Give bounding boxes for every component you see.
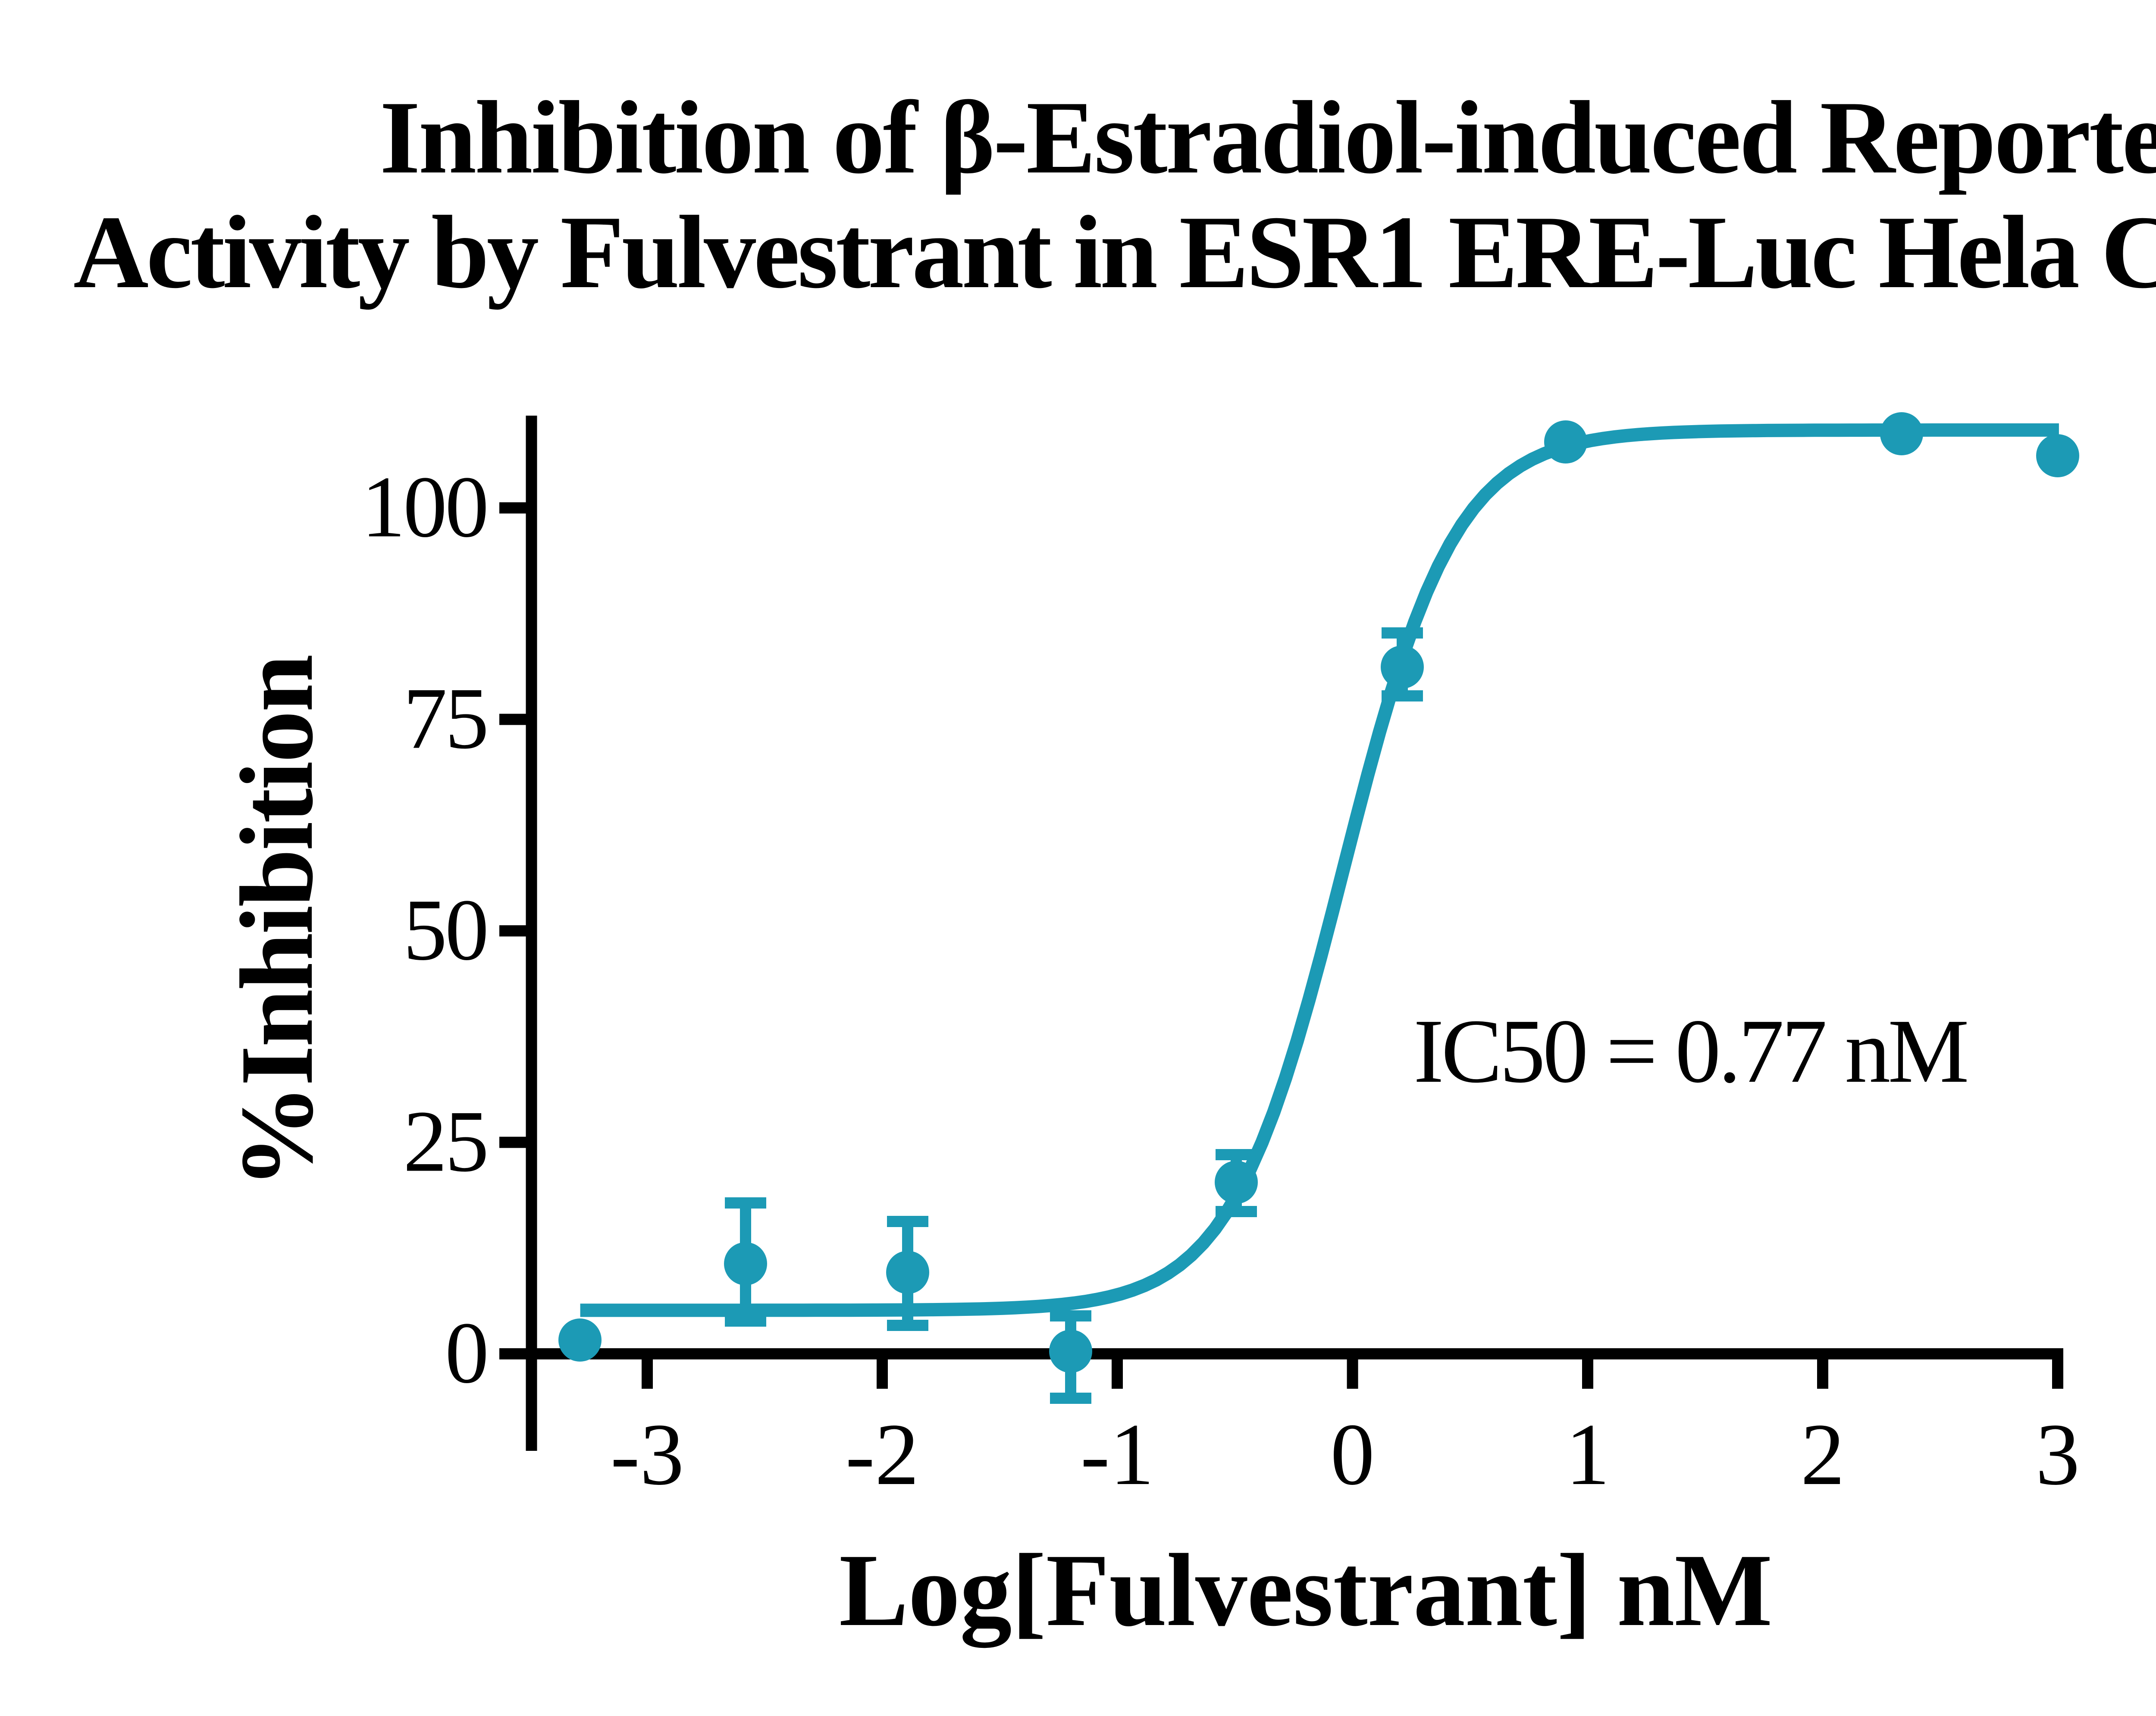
svg-text:Log[Fulvestrant] nM: Log[Fulvestrant] nM bbox=[839, 1533, 1772, 1648]
svg-text:100: 100 bbox=[361, 458, 487, 556]
svg-text:50: 50 bbox=[403, 881, 487, 979]
svg-text:3: 3 bbox=[2036, 1406, 2080, 1503]
svg-text:1: 1 bbox=[1566, 1406, 1610, 1503]
svg-text:-3: -3 bbox=[611, 1406, 684, 1503]
svg-text:2: 2 bbox=[1801, 1406, 1845, 1503]
svg-text:-2: -2 bbox=[846, 1406, 919, 1503]
svg-text:IC50 = 0.77 nM: IC50 = 0.77 nM bbox=[1413, 1000, 1967, 1102]
svg-text:%Inhibition: %Inhibition bbox=[219, 656, 335, 1189]
svg-text:-1: -1 bbox=[1081, 1406, 1154, 1503]
svg-text:0: 0 bbox=[1330, 1406, 1375, 1503]
svg-text:25: 25 bbox=[403, 1093, 487, 1190]
svg-text:75: 75 bbox=[403, 670, 487, 767]
svg-text:Activity by Fulvestrant in ESR: Activity by Fulvestrant in ESR1 ERE-Luc … bbox=[73, 178, 2156, 310]
svg-text:0: 0 bbox=[445, 1304, 487, 1402]
svg-text:Inhibition of β-Estradiol-indu: Inhibition of β-Estradiol-induced Report… bbox=[380, 80, 2156, 195]
